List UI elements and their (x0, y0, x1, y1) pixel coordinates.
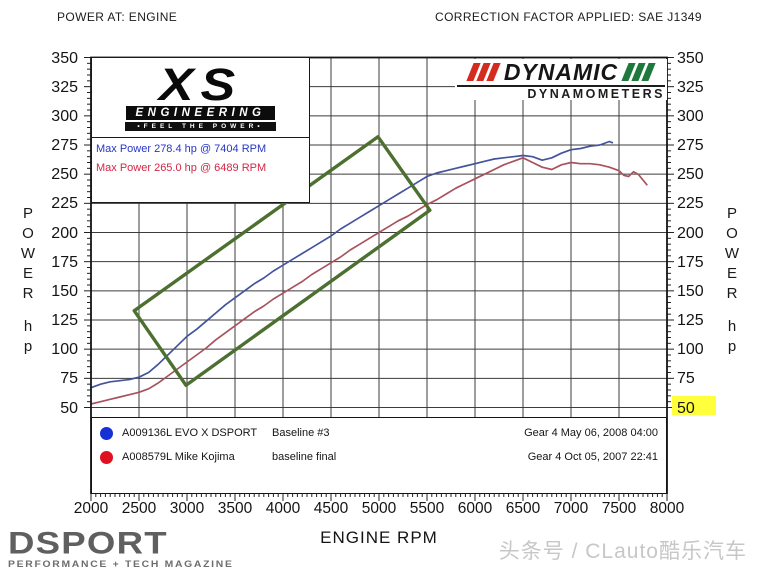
xs-logo-text: XS (158, 58, 243, 111)
y-tick-label-right: 350 (677, 49, 704, 67)
y-axis-unit-char: p (23, 338, 33, 355)
run-1-gear-time: Gear 4 May 06, 2008 04:00 (524, 427, 658, 439)
y-axis-unit-char: h (23, 318, 33, 335)
y-axis-unit-char: p (727, 338, 737, 355)
dynamic-dynamometers-logo: DYNAMIC DYNAMOMETERS (455, 59, 667, 101)
legend-row-run-2[interactable]: A008579L Mike Kojima baseline final Gear… (92, 447, 666, 467)
run-1-id: A009136L EVO X DSPORT (122, 427, 258, 439)
x-tick-label: 2500 (121, 500, 157, 517)
dynamic-logo-text: DYNAMIC (503, 59, 619, 85)
y-tick-label-right: 175 (677, 253, 704, 271)
y-tick-label-left: 175 (51, 253, 78, 271)
x-tick-label: 2000 (73, 500, 109, 517)
y-tick-label-left: 250 (51, 166, 78, 184)
y-axis-title-char: E (726, 265, 737, 282)
y-tick-label-right: 300 (677, 107, 704, 125)
run-2-id: A008579L Mike Kojima (122, 451, 235, 463)
y-tick-label-left: 275 (51, 137, 78, 154)
y-axis-title-char: E (22, 265, 33, 282)
y-tick-label-left: 300 (51, 107, 78, 125)
y-tick-label-left: 100 (51, 341, 78, 359)
y-tick-label-right: 125 (677, 312, 704, 329)
x-tick-label: 5000 (361, 500, 397, 517)
y-tick-label-right: 225 (677, 195, 704, 213)
x-tick-label: 5500 (409, 500, 445, 517)
y-tick-label-left: 150 (51, 282, 78, 300)
xs-tagline: •FEEL THE POWER• (125, 121, 276, 131)
max-power-line-1: Max Power 278.4 hp @ 7404 RPM (96, 143, 267, 155)
x-tick-label: 8000 (649, 500, 685, 517)
x-tick-label: 7500 (601, 500, 637, 517)
dynamometers-text: DYNAMOMETERS (457, 85, 665, 101)
power-at-label: POWER AT: ENGINE (57, 10, 178, 24)
y-axis-title-char: W (724, 245, 740, 262)
y-tick-label-left: 225 (51, 195, 78, 213)
run-1-label: Baseline #3 (272, 427, 330, 439)
y-axis-title-char: P (726, 205, 737, 222)
y-tick-label-left: 50 (60, 399, 78, 417)
x-tick-label: 3000 (169, 500, 205, 517)
power-curve-2 (90, 156, 648, 405)
y-axis-title-char: R (22, 285, 34, 302)
blue-run-dot-icon (100, 426, 113, 440)
y-tick-label-right: 100 (677, 341, 704, 359)
y-axis-title-char: P (22, 205, 33, 222)
yellow-highlight-50 (672, 396, 716, 415)
x-tick-label: 3500 (217, 500, 253, 517)
red-stripes-icon (466, 63, 501, 81)
y-axis-title-char: W (20, 245, 36, 262)
y-tick-label-right: 275 (677, 137, 704, 154)
x-tick-label: 6000 (457, 500, 493, 517)
x-tick-label: 4000 (265, 500, 301, 517)
y-tick-label-right: 325 (677, 78, 704, 96)
x-tick-label: 4500 (313, 500, 349, 517)
y-tick-label-right: 250 (677, 166, 704, 184)
max-power-box: Max Power 278.4 hp @ 7404 RPM Max Power … (91, 137, 310, 203)
max-power-line-2: Max Power 265.0 hp @ 6489 RPM (96, 162, 267, 174)
y-tick-label-right: 75 (677, 370, 695, 388)
y-axis-title-char: O (726, 225, 738, 242)
dsport-sub-text: PERFORMANCE + TECH MAGAZINE (8, 558, 234, 570)
y-axis-title-char: R (726, 285, 738, 302)
dsport-brand-text: DSPORT (8, 525, 168, 561)
x-axis-title: ENGINE RPM (320, 528, 438, 547)
y-tick-label-left: 325 (51, 78, 78, 96)
green-stripes-icon (621, 63, 656, 81)
y-tick-label-right: 50 (677, 399, 695, 417)
y-tick-label-right: 150 (677, 282, 704, 300)
y-tick-label-left: 200 (51, 224, 78, 242)
x-tick-label: 6500 (505, 500, 541, 517)
xs-engineering-logo: XS ENGINEERING •FEEL THE POWER• (91, 57, 310, 138)
dsport-logo: DSPORT PERFORMANCE + TECH MAGAZINE (8, 525, 234, 570)
legend-row-run-1[interactable]: A009136L EVO X DSPORT Baseline #3 Gear 4… (92, 423, 666, 443)
run-legend-box: A009136L EVO X DSPORT Baseline #3 Gear 4… (91, 417, 667, 494)
xs-engineering-bar: ENGINEERING (126, 105, 275, 120)
run-2-label: baseline final (272, 451, 337, 463)
red-run-dot-icon (100, 450, 113, 464)
y-tick-label-left: 75 (60, 370, 78, 388)
y-tick-label-left: 350 (51, 49, 78, 67)
y-axis-title-char: O (22, 225, 34, 242)
y-axis-unit-char: h (727, 318, 737, 335)
x-tick-label: 7000 (553, 500, 589, 517)
y-tick-label-left: 125 (51, 312, 78, 329)
y-tick-label-right: 200 (677, 224, 704, 242)
power-curve-1 (90, 140, 614, 389)
correction-factor-label: CORRECTION FACTOR APPLIED: SAE J1349 (435, 10, 702, 24)
watermark-text: 头条号 / CLauto酷乐汽车 (498, 540, 747, 563)
run-2-gear-time: Gear 4 Oct 05, 2007 22:41 (527, 451, 658, 463)
